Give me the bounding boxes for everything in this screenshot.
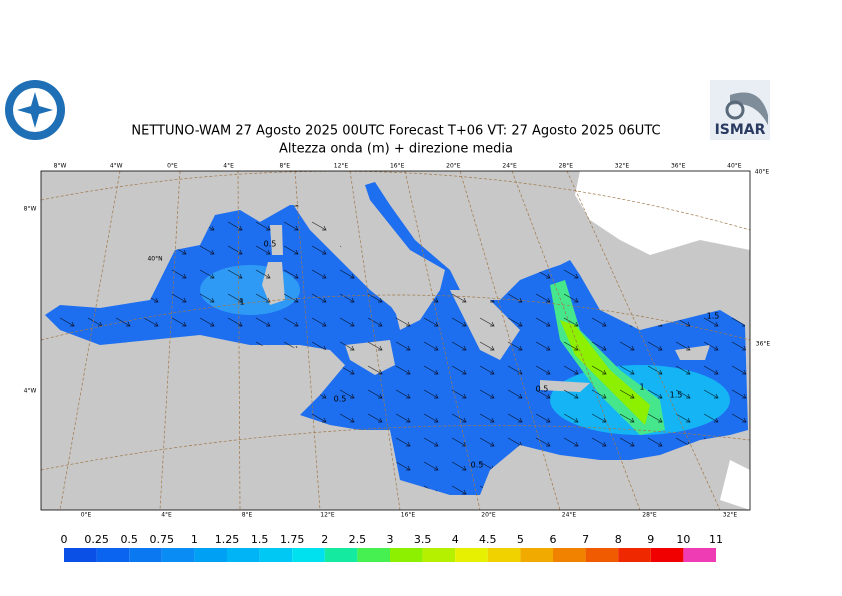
colorbar-box: [650, 548, 684, 562]
contour-label: 0.5: [471, 461, 484, 470]
colorbar-box: [390, 548, 423, 562]
colorbar-box: [194, 548, 227, 562]
colorbar-label: 4.5: [479, 533, 497, 546]
top-label: 4°E: [223, 163, 234, 170]
logo-left: [5, 80, 65, 140]
contour-label: 0.5: [536, 385, 549, 394]
colorbar-label: 7: [582, 533, 589, 546]
contour-label: 1.5: [707, 312, 720, 321]
top-label: 8°W: [54, 163, 67, 170]
colorbar-label: 4: [452, 533, 459, 546]
colorbar-label: 0.75: [150, 533, 175, 546]
top-label: 12°E: [334, 163, 349, 170]
top-label: 24°E: [502, 163, 517, 170]
colorbar-box: [292, 548, 325, 562]
contour-label: 0.5: [264, 240, 277, 249]
left-label: 40°N: [147, 256, 162, 263]
bottom-label: 12°E: [320, 512, 335, 519]
colorbar-box: [227, 548, 260, 562]
colorbar-box: [553, 548, 586, 562]
colorbar-label: 5: [517, 533, 524, 546]
colorbar-label: 9: [647, 533, 654, 546]
top-label: 16°E: [390, 163, 405, 170]
map-labels: 0.5 1 0.5 0.5 0.5 1 1.5 1.5 8°W 40°N 4°W…: [24, 169, 771, 470]
colorbar-label: 3.5: [414, 533, 432, 546]
top-label: 4°W: [110, 163, 123, 170]
bottom-label: 24°E: [562, 512, 577, 519]
contour-label: 0.5: [334, 395, 347, 404]
colorbar-label: 0: [61, 533, 68, 546]
top-label: 8°E: [279, 163, 290, 170]
bottom-label: 0°E: [81, 512, 92, 519]
right-label: 36°E: [756, 341, 771, 348]
logo-text: ISMAR: [715, 122, 766, 138]
colorbar-box: [455, 548, 488, 562]
bottom-label: 4°E: [161, 512, 172, 519]
colorbar-label: 2.5: [349, 533, 367, 546]
colorbar-box: [259, 548, 293, 562]
colorbar-box: [357, 548, 390, 562]
colorbar-box: [161, 548, 195, 562]
colorbar-label: 1.75: [280, 533, 305, 546]
colorbar-box: [487, 548, 521, 562]
colorbar-box: [683, 548, 716, 562]
colorbar-label: 8: [615, 533, 622, 546]
logo-right: ISMAR: [710, 80, 770, 140]
colorbar-label: 1.25: [215, 533, 240, 546]
colorbar-label: 11: [709, 533, 723, 546]
colorbar-box: [618, 548, 651, 562]
contour-label: 1: [639, 383, 644, 392]
colorbar-box: [324, 548, 358, 562]
top-label: 0°E: [167, 163, 178, 170]
colorbar-label: 0.5: [120, 533, 138, 546]
left-label: 4°W: [24, 388, 37, 395]
colorbar-box: [96, 548, 130, 562]
colorbar-label: 2: [321, 533, 328, 546]
bottom-label: 32°E: [723, 512, 738, 519]
colorbar-label: 10: [676, 533, 690, 546]
top-label: 28°E: [559, 163, 574, 170]
top-label: 32°E: [615, 163, 630, 170]
right-label: 40°E: [755, 169, 770, 176]
colorbar-box: [129, 548, 162, 562]
contour-label: 1: [239, 298, 244, 307]
map-frame: [40, 170, 751, 511]
colorbar-label: 6: [550, 533, 557, 546]
contour-label: 1.5: [670, 391, 683, 400]
colorbar-label: 3: [387, 533, 394, 546]
colorbar-box: [64, 548, 97, 562]
colorbar-box: [520, 548, 553, 562]
bottom-label: 16°E: [401, 512, 416, 519]
colorbar-label: 1: [191, 533, 198, 546]
top-label: 36°E: [671, 163, 686, 170]
top-label: 20°E: [446, 163, 461, 170]
colorbar-box: [422, 548, 456, 562]
bottom-label: 28°E: [642, 512, 657, 519]
subtitle: Altezza onda (m) + direzione media: [279, 142, 513, 157]
colorbar-label: 1.5: [251, 533, 269, 546]
colorbar-label: 0.25: [84, 533, 109, 546]
left-label: 8°W: [24, 206, 37, 213]
top-label: 40°E: [727, 163, 742, 170]
title: NETTUNO-WAM 27 Agosto 2025 00UTC Forecas…: [131, 124, 660, 139]
map: [41, 171, 750, 510]
bottom-label: 8°E: [242, 512, 253, 519]
colorbar-box: [585, 548, 619, 562]
bottom-label: 20°E: [481, 512, 496, 519]
